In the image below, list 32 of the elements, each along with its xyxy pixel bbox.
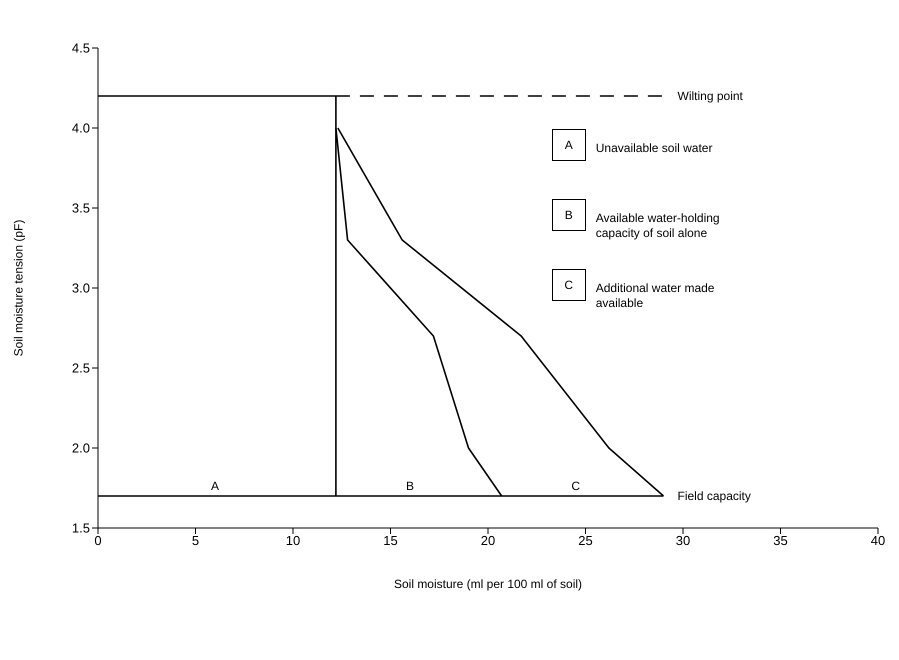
annotation: B: [564, 208, 573, 222]
series-label: Field capacity: [678, 489, 751, 503]
annotation: A: [210, 479, 220, 493]
y-tick-label: 3.0: [72, 280, 90, 296]
x-axis-title: Soil moisture (ml per 100 ml of soil): [394, 577, 582, 591]
y-axis-title: Soil moisture tension (pF): [11, 220, 26, 356]
annotation: A: [564, 138, 573, 152]
y-tick-label: 2.0: [72, 440, 90, 456]
y-tick-label: 4.5: [72, 40, 90, 56]
annotation: B: [406, 479, 414, 493]
y-tick-label: 1.5: [72, 520, 90, 536]
x-tick-label: 10: [286, 533, 300, 548]
x-tick-label: 35: [773, 533, 788, 548]
x-tick-label: 40: [870, 533, 886, 548]
x-tick-label: 20: [480, 533, 496, 548]
annotation: Available water-holding capacity of soil alone: [596, 210, 721, 241]
annotation: C: [564, 278, 574, 292]
y-tick-label: 2.5: [72, 360, 90, 376]
y-tick-label: 3.5: [72, 200, 90, 216]
x-tick-label: 15: [383, 533, 398, 548]
letter-box: C: [552, 269, 586, 301]
letter-box: A: [552, 129, 586, 161]
series-label: Wilting point: [678, 89, 744, 103]
x-tick-label: 5: [192, 533, 200, 548]
y-tick-label: 4.0: [72, 120, 90, 136]
x-tick-label: 30: [676, 533, 690, 548]
letter-box: B: [552, 199, 586, 231]
annotation: Unavailable soil water: [596, 140, 714, 156]
x-tick-label: 0: [94, 533, 102, 548]
x-tick-label: 25: [578, 533, 593, 548]
annotation: C: [571, 479, 580, 493]
annotation: Additional water made available: [596, 280, 716, 311]
